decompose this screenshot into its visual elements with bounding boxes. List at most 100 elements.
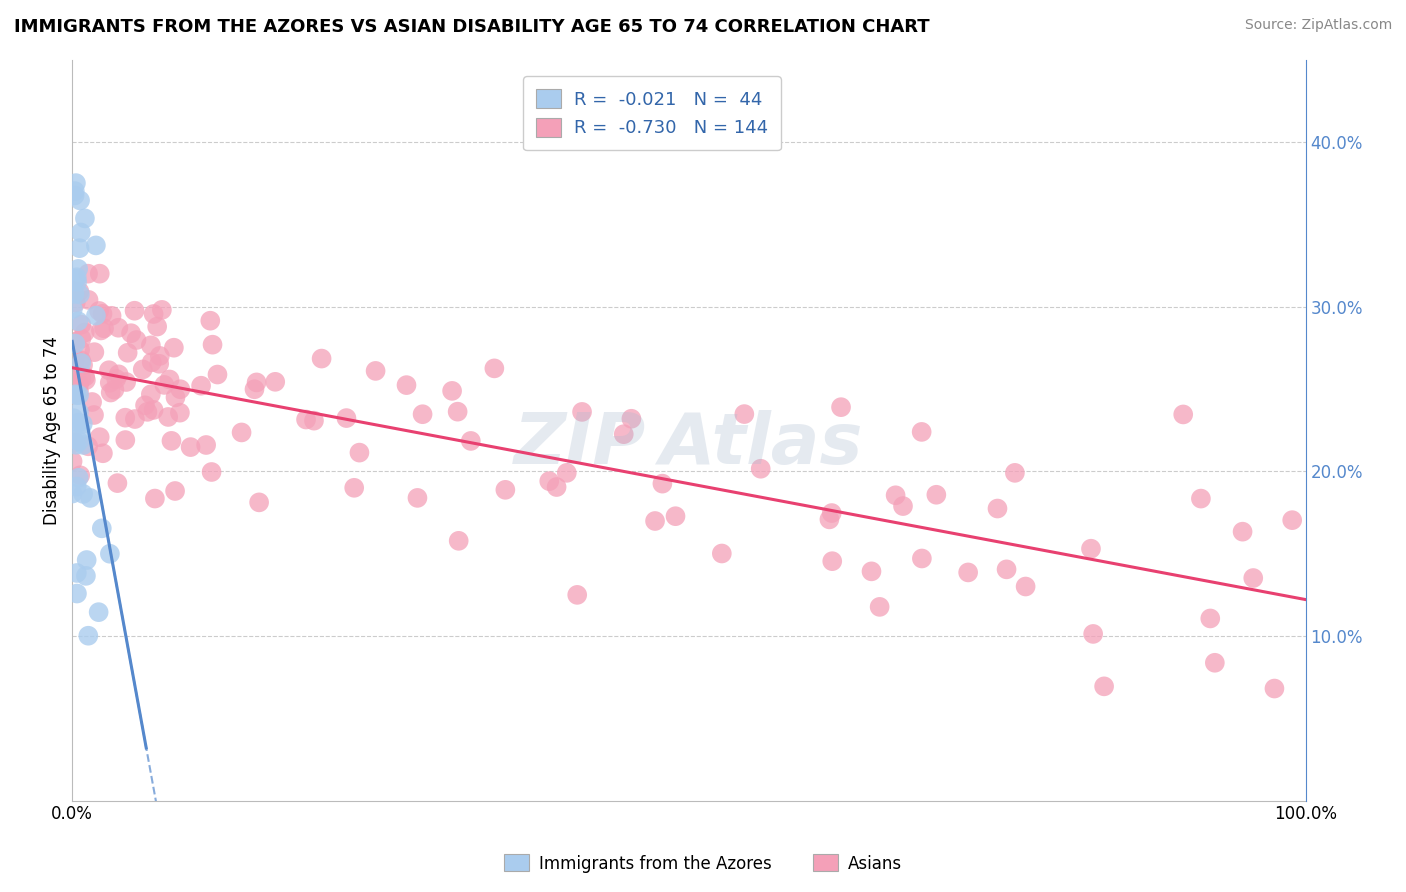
Point [124, 303, 146, 318]
Point [107, 368, 129, 382]
Point [1014, 580, 1036, 594]
Point [343, 481, 366, 495]
Point [98, 547, 121, 561]
Point [103, 383, 125, 397]
Point [107, 476, 129, 491]
Point [925, 488, 948, 502]
Point [65, 295, 87, 310]
Point [264, 375, 287, 389]
Point [72, 487, 94, 501]
Point [124, 412, 146, 426]
Point [65, 387, 87, 401]
Point [90, 323, 112, 337]
Point [75, 373, 97, 387]
Point [180, 440, 202, 454]
Point [76, 553, 98, 567]
Point [447, 533, 470, 548]
Point [134, 398, 156, 412]
Point [1004, 466, 1026, 480]
Point [195, 438, 218, 452]
Point [821, 554, 844, 568]
Point [105, 372, 128, 386]
Point [120, 326, 142, 341]
Point [65, 366, 87, 380]
Point [406, 491, 429, 505]
Point [91, 446, 114, 460]
Point [710, 547, 733, 561]
Point [160, 434, 183, 448]
Point [67, 405, 90, 419]
Point [1263, 681, 1285, 696]
Point [62, 454, 84, 468]
Point [89, 430, 111, 444]
Point [139, 338, 162, 352]
Point [200, 314, 222, 328]
Point [100, 385, 122, 400]
Point [136, 405, 159, 419]
Point [1232, 524, 1254, 539]
Point [63, 377, 86, 392]
Point [89, 267, 111, 281]
Point [207, 368, 229, 382]
Point [302, 414, 325, 428]
Point [69, 423, 91, 437]
Point [87, 605, 110, 619]
Point [100, 309, 122, 323]
Point [83, 345, 105, 359]
Point [349, 445, 371, 459]
Point [957, 566, 980, 580]
Point [65, 176, 87, 190]
Point [98, 376, 121, 390]
Point [84, 309, 107, 323]
Point [830, 400, 852, 414]
Point [125, 333, 148, 347]
Point [986, 501, 1008, 516]
Point [165, 390, 187, 404]
Point [114, 410, 136, 425]
Point [749, 461, 772, 475]
Point [860, 565, 883, 579]
Point [1189, 491, 1212, 506]
Point [821, 506, 844, 520]
Point [163, 341, 186, 355]
Point [311, 351, 333, 366]
Point [63, 188, 86, 202]
Point [67, 416, 90, 430]
Point [114, 433, 136, 447]
Point [733, 407, 755, 421]
Point [65, 271, 87, 285]
Point [66, 270, 89, 285]
Point [115, 375, 138, 389]
Point [142, 307, 165, 321]
Point [243, 382, 266, 396]
Point [67, 471, 90, 485]
Point [75, 569, 97, 583]
Point [62, 301, 84, 316]
Point [484, 361, 506, 376]
Point [77, 267, 100, 281]
Point [150, 302, 173, 317]
Point [66, 566, 89, 580]
Point [644, 514, 666, 528]
Point [132, 362, 155, 376]
Point [571, 405, 593, 419]
Point [117, 345, 139, 359]
Point [63, 184, 86, 198]
Point [335, 411, 357, 425]
Point [66, 479, 89, 493]
Point [69, 241, 91, 255]
Point [139, 387, 162, 401]
Point [148, 357, 170, 371]
Point [67, 376, 90, 391]
Point [91, 307, 114, 321]
Point [62, 486, 84, 500]
Legend: Immigrants from the Azores, Asians: Immigrants from the Azores, Asians [498, 847, 908, 880]
Point [65, 438, 87, 452]
Point [66, 275, 89, 289]
Point [546, 480, 568, 494]
Point [153, 378, 176, 392]
Point [75, 369, 97, 384]
Point [159, 372, 181, 386]
Point [90, 521, 112, 535]
Text: ZIP Atlas: ZIP Atlas [515, 410, 863, 479]
